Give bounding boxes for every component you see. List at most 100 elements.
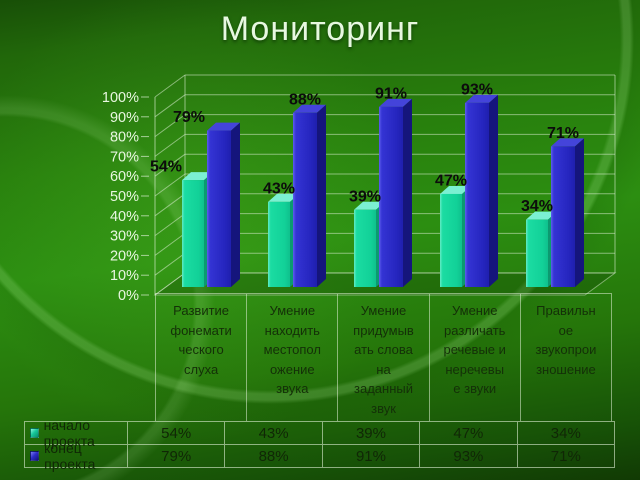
gridline-wall <box>154 173 186 197</box>
gridline-wall <box>154 74 186 98</box>
legend-swatch-icon <box>30 428 39 438</box>
chart-floor <box>153 272 617 296</box>
category-label-4: Умение различать речевые и неречевы е звуки <box>430 294 521 421</box>
legend-item-2: конец проекта <box>25 440 128 472</box>
category-label-1: Развитие фонемати ческого слуха <box>156 294 248 421</box>
y-tick-label: 90% <box>110 110 139 126</box>
bar-side-face <box>290 193 299 287</box>
gridline-wall <box>154 272 186 296</box>
legend-swatch-icon <box>30 451 40 461</box>
category-label-line: различать <box>444 322 506 338</box>
y-tick-label: 40% <box>110 209 139 225</box>
category-label-line: находить <box>264 322 320 338</box>
category-label-line: фонемати <box>170 322 232 338</box>
value-label: 71% <box>547 125 579 142</box>
bar-side-face <box>317 104 326 287</box>
category-label-line: ожение <box>269 361 315 377</box>
table-value: 91% <box>322 445 421 468</box>
category-label-line: ческого <box>178 342 224 357</box>
category-label-line: Умение <box>269 303 316 318</box>
value-label: 93% <box>461 81 493 98</box>
bar-top-face <box>465 94 498 103</box>
category-label-line: на <box>376 361 391 377</box>
bar-side-face <box>231 122 240 287</box>
data-table: начало проекта 54% 43% 39% 47% 34% конец проек… <box>24 417 615 472</box>
table-value: 79% <box>128 445 226 468</box>
value-label: 79% <box>173 109 205 126</box>
gridline-wall <box>154 213 186 237</box>
category-label-line: Умение <box>451 303 498 318</box>
y-tick-label: 80% <box>110 130 139 146</box>
bar-front-face <box>465 102 489 287</box>
y-tick-label: 60% <box>110 169 139 185</box>
bar-front-face <box>182 180 204 287</box>
value-label: 91% <box>375 85 407 102</box>
category-label-line: звукопрои <box>535 342 597 357</box>
y-tick-label: 100% <box>102 90 139 106</box>
bar-front-face <box>293 112 317 287</box>
table-value: 34% <box>517 422 615 445</box>
category-label-line: Правильн <box>536 303 596 318</box>
table-value: 88% <box>225 445 323 468</box>
bar-series1-cat4 <box>440 185 471 287</box>
bar-top-face <box>293 104 326 113</box>
table-value: 39% <box>322 422 421 445</box>
category-label-line: местопол <box>263 342 321 357</box>
bar-series1-cat3 <box>354 201 385 287</box>
bar-series2-cat1 <box>207 122 240 287</box>
value-label: 34% <box>521 198 553 215</box>
bar-side-face <box>204 172 213 287</box>
category-label-line: слуха <box>184 361 219 377</box>
value-label: 39% <box>349 188 381 205</box>
y-tick-label: 0% <box>118 288 139 304</box>
bar-front-face <box>551 146 575 287</box>
bar-front-face <box>354 209 376 287</box>
bar-series2-cat2 <box>293 104 326 287</box>
bar-top-face <box>551 138 584 147</box>
gridline-wall <box>154 252 186 276</box>
gridline-wall <box>154 133 186 157</box>
bar-series2-cat3 <box>379 98 412 287</box>
category-label-line: неречевы <box>445 361 505 377</box>
category-label-line: Развитие <box>173 303 230 318</box>
bar-front-face <box>207 130 231 287</box>
bar-series1-cat2 <box>268 193 299 287</box>
bar-top-face <box>182 172 213 181</box>
value-label: 43% <box>263 180 295 197</box>
bar-side-face <box>403 98 412 287</box>
slide-title: Мониторинг <box>220 10 420 48</box>
bar-side-face <box>462 185 471 287</box>
table-value: 43% <box>225 422 323 445</box>
y-tick-label: 50% <box>110 189 139 205</box>
legend-item-1: начало проекта <box>25 417 128 449</box>
bar-top-face <box>268 193 299 202</box>
category-label-line: звук <box>371 400 396 416</box>
bar-front-face <box>379 106 403 287</box>
legend-series-name: начало проекта <box>43 417 95 449</box>
bar-top-face <box>354 201 385 210</box>
gridline-wall <box>154 94 186 118</box>
category-label-line: ать слова <box>354 342 413 357</box>
category-label-line: звука <box>276 381 309 396</box>
table-value: 47% <box>420 422 518 445</box>
bar-front-face <box>526 219 548 287</box>
category-label-5: Правильн ое звукопрои зношение <box>521 294 611 421</box>
bar-top-face <box>526 211 557 220</box>
bar-side-face <box>548 211 557 287</box>
table-value: 71% <box>517 445 615 468</box>
bar-front-face <box>440 193 462 287</box>
category-label-line: Умение <box>360 303 407 318</box>
gridline-wall <box>154 193 186 217</box>
category-label-3: Умение придумыв ать слова на заданный звук <box>338 294 430 421</box>
table-value: 93% <box>420 445 518 468</box>
gridline-wall <box>154 114 186 138</box>
bar-side-face <box>575 138 584 287</box>
category-axis: Развитие фонемати ческого слуха Умение находи… <box>155 293 612 421</box>
bar-top-face <box>379 98 412 107</box>
y-tick-label: 20% <box>110 248 139 264</box>
bar-series1-cat5 <box>526 211 557 287</box>
bar-series2-cat5 <box>551 138 584 287</box>
category-label-line: речевые и <box>443 342 506 357</box>
value-label: 88% <box>289 91 321 108</box>
